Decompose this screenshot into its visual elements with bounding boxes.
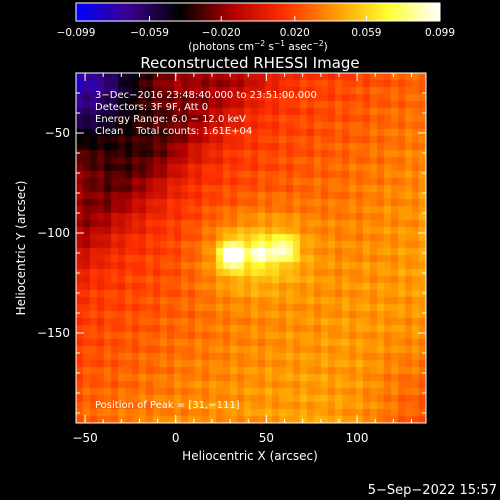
chart-title: Reconstructed RHESSI Image [140,54,359,72]
colorbar-ticks: −0.099 −0.059 −0.020 0.020 0.059 0.099 [57,16,455,39]
x-tick-label: −50 [72,431,97,445]
x-axis-label: Heliocentric X (arcsec) [182,449,318,463]
footer-timestamp: 5−Sep−2022 15:57 [368,483,497,498]
info-block: 3−Dec−2016 23:48:40.000 to 23:51:00.000 … [95,90,317,137]
colorbar-tick-label: 0.020 [280,27,310,39]
plot-frame [75,72,427,424]
heatmap-image [76,73,426,423]
peak-position-label: Position of Peak = [31,−111] [95,400,240,411]
colorbar: −0.099 −0.059 −0.020 0.020 0.059 0.099 (photo… [57,2,455,53]
y-tick-label: −50 [45,126,70,140]
colorbar-tick-label: 0.059 [351,27,381,39]
x-axis: −50 0 50 100 [72,73,412,445]
info-energy-range: Energy Range: 6.0 − 12.0 keV [95,114,246,125]
y-axis-label: Heliocentric Y (arcsec) [14,181,28,316]
info-time-range: 3−Dec−2016 23:48:40.000 to 23:51:00.000 [95,90,317,101]
colorbar-tick-label: −0.099 [57,27,96,39]
colorbar-tick-label: −0.020 [202,27,241,39]
colorbar-unit-label: (photons cm−2 s−1 asec−2) [188,39,327,53]
x-tick-label: 100 [346,431,369,445]
colorbar-gradient [75,2,441,22]
colorbar-tick-label: 0.099 [425,27,455,39]
y-tick-label: −100 [37,226,70,240]
y-tick-label: −150 [37,326,70,340]
info-clean-counts: Clean Total counts: 1.61E+04 [95,126,252,137]
x-tick-label: 0 [172,431,180,445]
colorbar-tick-label: −0.059 [130,27,169,39]
y-axis: −50 −100 −150 [37,92,426,414]
plot-area [75,72,427,424]
x-tick-label: 50 [259,431,274,445]
info-detectors: Detectors: 3F 9F, Att 0 [95,102,208,113]
